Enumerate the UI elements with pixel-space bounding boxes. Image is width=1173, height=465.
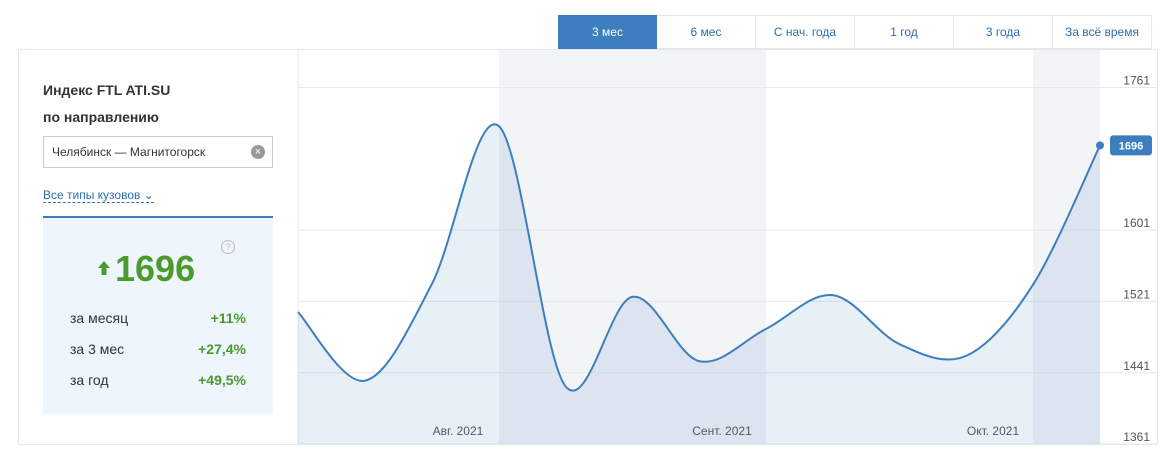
body-types-link[interactable]: Все типы кузовов ⌄ bbox=[43, 188, 154, 203]
tab[interactable]: 6 мес bbox=[657, 15, 756, 49]
tab[interactable]: За всё время bbox=[1053, 15, 1152, 49]
stat-value: +49,5% bbox=[198, 372, 246, 388]
stat-row: за 3 мес +27,4% bbox=[70, 341, 246, 357]
help-icon[interactable]: ? bbox=[221, 240, 235, 254]
tab-bar: 3 мес 6 мес С нач. года 1 год 3 года За всё в… bbox=[558, 15, 1152, 49]
tab[interactable]: 3 года bbox=[954, 15, 1053, 49]
sidebar: Индекс FTL ATI.SU по направлению Челябин… bbox=[18, 50, 298, 444]
index-card: 1696 ? за месяц +11% за 3 мес +27,4% за год +… bbox=[43, 216, 273, 414]
stat-label: за год bbox=[70, 372, 109, 388]
route-input[interactable]: Челябинск — Магнитогорск × bbox=[43, 136, 273, 168]
link-text: Все типы кузовов bbox=[43, 188, 141, 202]
tab[interactable]: 3 мес bbox=[558, 15, 657, 49]
stat-label: за 3 мес bbox=[70, 341, 125, 357]
subtitle: по направлению bbox=[43, 109, 159, 125]
stat-value: +27,4% bbox=[198, 341, 246, 357]
title: Индекс FTL ATI.SU bbox=[43, 82, 171, 98]
route-text: Челябинск — Магнитогорск bbox=[52, 145, 206, 159]
stat-row: за год +49,5% bbox=[70, 372, 246, 388]
stat-row: за месяц +11% bbox=[70, 310, 246, 326]
stat-value: +11% bbox=[210, 310, 246, 326]
stat-label: за месяц bbox=[70, 310, 129, 326]
index-value: 1696 bbox=[115, 248, 196, 289]
up-arrow bbox=[98, 261, 110, 275]
tab[interactable]: 1 год bbox=[855, 15, 954, 49]
clear-button[interactable]: × bbox=[251, 145, 265, 159]
widget-frame bbox=[18, 49, 1158, 445]
tab[interactable]: С нач. года bbox=[756, 15, 855, 49]
